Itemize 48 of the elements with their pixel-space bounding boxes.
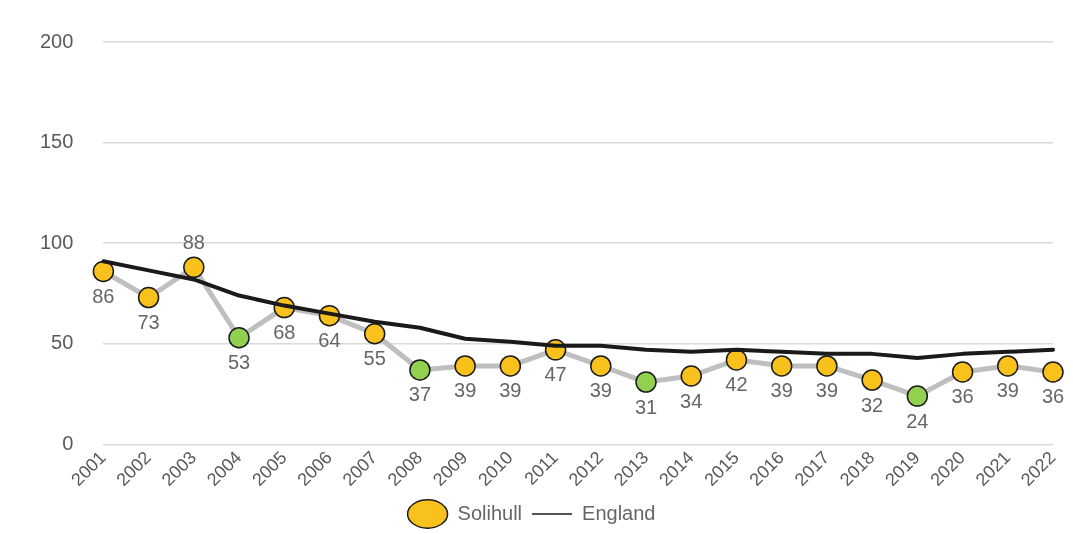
point xyxy=(997,355,1019,377)
data-label: 39 xyxy=(770,379,793,402)
point xyxy=(363,323,386,345)
data-label: 39 xyxy=(996,379,1019,402)
point xyxy=(92,260,115,283)
y-tick-label: 50 xyxy=(51,331,74,354)
data-label: 34 xyxy=(680,389,703,412)
y-tick-label: 0 xyxy=(62,431,74,454)
data-label: 39 xyxy=(589,379,612,402)
point xyxy=(183,256,205,279)
data-label: 47 xyxy=(544,363,567,386)
legend-label: Solihull xyxy=(457,501,523,524)
data-label: 53 xyxy=(227,351,251,374)
legend-label: England xyxy=(582,501,656,524)
point xyxy=(454,355,476,377)
point xyxy=(861,369,883,391)
data-label: 39 xyxy=(815,379,839,402)
data-label: 24 xyxy=(906,409,929,432)
point xyxy=(635,371,657,393)
point xyxy=(770,355,793,377)
point xyxy=(951,361,974,383)
y-tick-label: 100 xyxy=(39,230,74,253)
data-label: 31 xyxy=(634,395,658,418)
point xyxy=(409,359,431,381)
data-label: 73 xyxy=(137,311,160,334)
data-label: 39 xyxy=(454,379,477,402)
data-label: 36 xyxy=(1041,385,1065,408)
data-label: 86 xyxy=(92,284,115,307)
data-label: 68 xyxy=(273,321,296,344)
y-tick-label: 200 xyxy=(39,29,74,52)
point xyxy=(680,365,702,387)
point xyxy=(137,286,160,309)
point xyxy=(499,355,522,377)
data-label: 88 xyxy=(182,230,205,253)
data-label: 39 xyxy=(499,379,522,402)
data-label: 55 xyxy=(363,347,386,370)
data-label: 32 xyxy=(860,393,884,416)
data-label: 42 xyxy=(725,373,748,396)
point xyxy=(725,349,748,371)
data-label: 36 xyxy=(951,385,974,408)
point xyxy=(906,385,929,407)
point xyxy=(1042,361,1064,383)
data-label: 37 xyxy=(408,383,432,406)
y-tick-label: 150 xyxy=(39,130,74,153)
point xyxy=(590,355,612,377)
data-label: 64 xyxy=(318,329,341,352)
point xyxy=(816,355,838,377)
point xyxy=(228,327,250,349)
